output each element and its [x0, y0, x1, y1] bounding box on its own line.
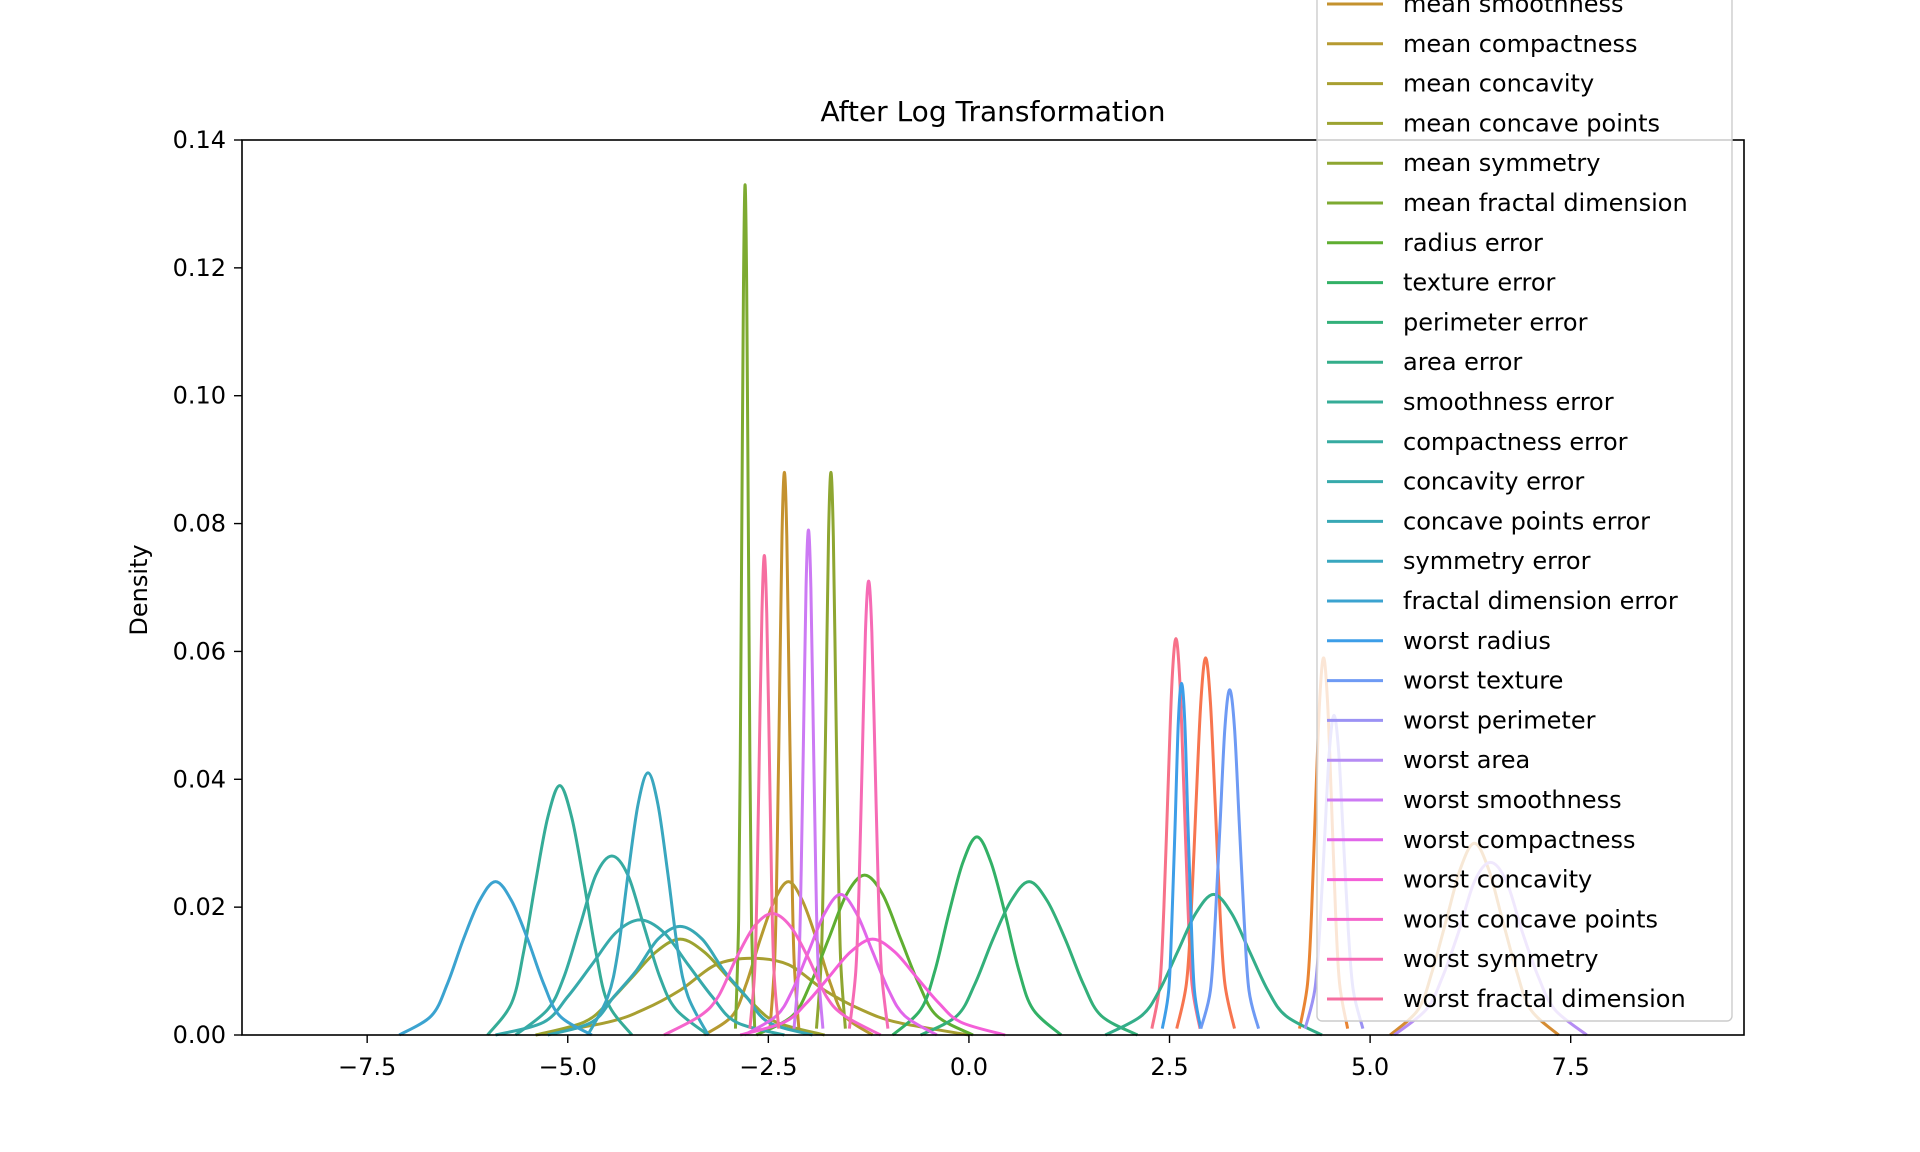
x-tick-label: −7.5: [338, 1053, 396, 1081]
legend-label: perimeter error: [1403, 308, 1588, 336]
y-tick-label: 0.08: [173, 510, 226, 538]
legend-label: radius error: [1403, 229, 1543, 257]
density-curve: [743, 892, 938, 1037]
legend-label: symmetry error: [1403, 547, 1591, 575]
legend-label: mean fractal dimension: [1403, 189, 1688, 217]
legend-label: worst radius: [1403, 627, 1551, 655]
legend-label: worst smoothness: [1403, 786, 1622, 814]
x-tick-label: 7.5: [1552, 1053, 1590, 1081]
legend-label: worst symmetry: [1403, 945, 1598, 973]
legend-label: worst concave points: [1403, 905, 1658, 933]
x-tick-label: −5.0: [539, 1053, 597, 1081]
density-curve: [891, 835, 1063, 1037]
y-tick-label: 0.00: [173, 1021, 226, 1049]
density-curve: [748, 554, 781, 1029]
legend-label: worst texture: [1403, 667, 1563, 695]
legend-label: mean concavity: [1403, 70, 1594, 98]
plot-frame: [241, 139, 1745, 1036]
legend-label: worst fractal dimension: [1403, 985, 1686, 1013]
legend-label: mean compactness: [1403, 30, 1637, 58]
density-curve: [398, 880, 593, 1037]
x-tick-label: 0.0: [950, 1053, 988, 1081]
density-curve: [1199, 688, 1261, 1029]
legend-label: concave points error: [1403, 507, 1650, 535]
legend-label: concavity error: [1403, 468, 1584, 496]
y-tick-label: 0.14: [173, 126, 226, 154]
legend-label: mean smoothness: [1403, 0, 1624, 18]
density-curve: [920, 880, 1139, 1037]
density-curve: [1150, 637, 1202, 1029]
density-curve: [586, 771, 710, 1036]
density-curve: [1104, 892, 1323, 1037]
y-tick-label: 0.12: [173, 254, 226, 282]
legend-label: fractal dimension error: [1403, 587, 1678, 615]
density-curve: [768, 470, 801, 1029]
density-curve: [814, 470, 847, 1029]
y-tick-label: 0.10: [173, 382, 226, 410]
legend-label: worst concavity: [1403, 866, 1592, 894]
y-axis-label: Density: [125, 544, 153, 635]
density-curve: [733, 183, 757, 1029]
legend-label: smoothness error: [1403, 388, 1614, 416]
density-curve: [847, 579, 890, 1029]
legend-label: compactness error: [1403, 428, 1628, 456]
legend-label: worst perimeter: [1403, 706, 1596, 734]
legend-label: worst compactness: [1403, 826, 1636, 854]
chart-title: After Log Transformation: [820, 95, 1165, 128]
legend-label: mean concave points: [1403, 109, 1660, 137]
legend-label: worst area: [1403, 746, 1530, 774]
legend-label: mean symmetry: [1403, 149, 1600, 177]
density-curve: [1160, 681, 1203, 1029]
legend-frame: [1316, 0, 1733, 1022]
density-curve: [739, 937, 1006, 1037]
density-curve: [792, 528, 825, 1029]
density-curve: [755, 873, 974, 1037]
density-curve: [486, 784, 634, 1036]
x-tick-label: 5.0: [1351, 1053, 1389, 1081]
x-tick-label: 2.5: [1150, 1053, 1188, 1081]
y-tick-label: 0.04: [173, 765, 226, 793]
legend-label: area error: [1403, 348, 1522, 376]
density-curve: [495, 918, 785, 1037]
y-tick-label: 0.06: [173, 637, 226, 665]
legend: mean smoothness mean compactness mean conc…: [1316, 0, 1733, 1022]
density-curve: [703, 880, 874, 1037]
density-curve: [514, 854, 710, 1037]
x-tick-label: −2.5: [739, 1053, 797, 1081]
legend-label: texture error: [1403, 269, 1556, 297]
y-tick-label: 0.02: [173, 893, 226, 921]
